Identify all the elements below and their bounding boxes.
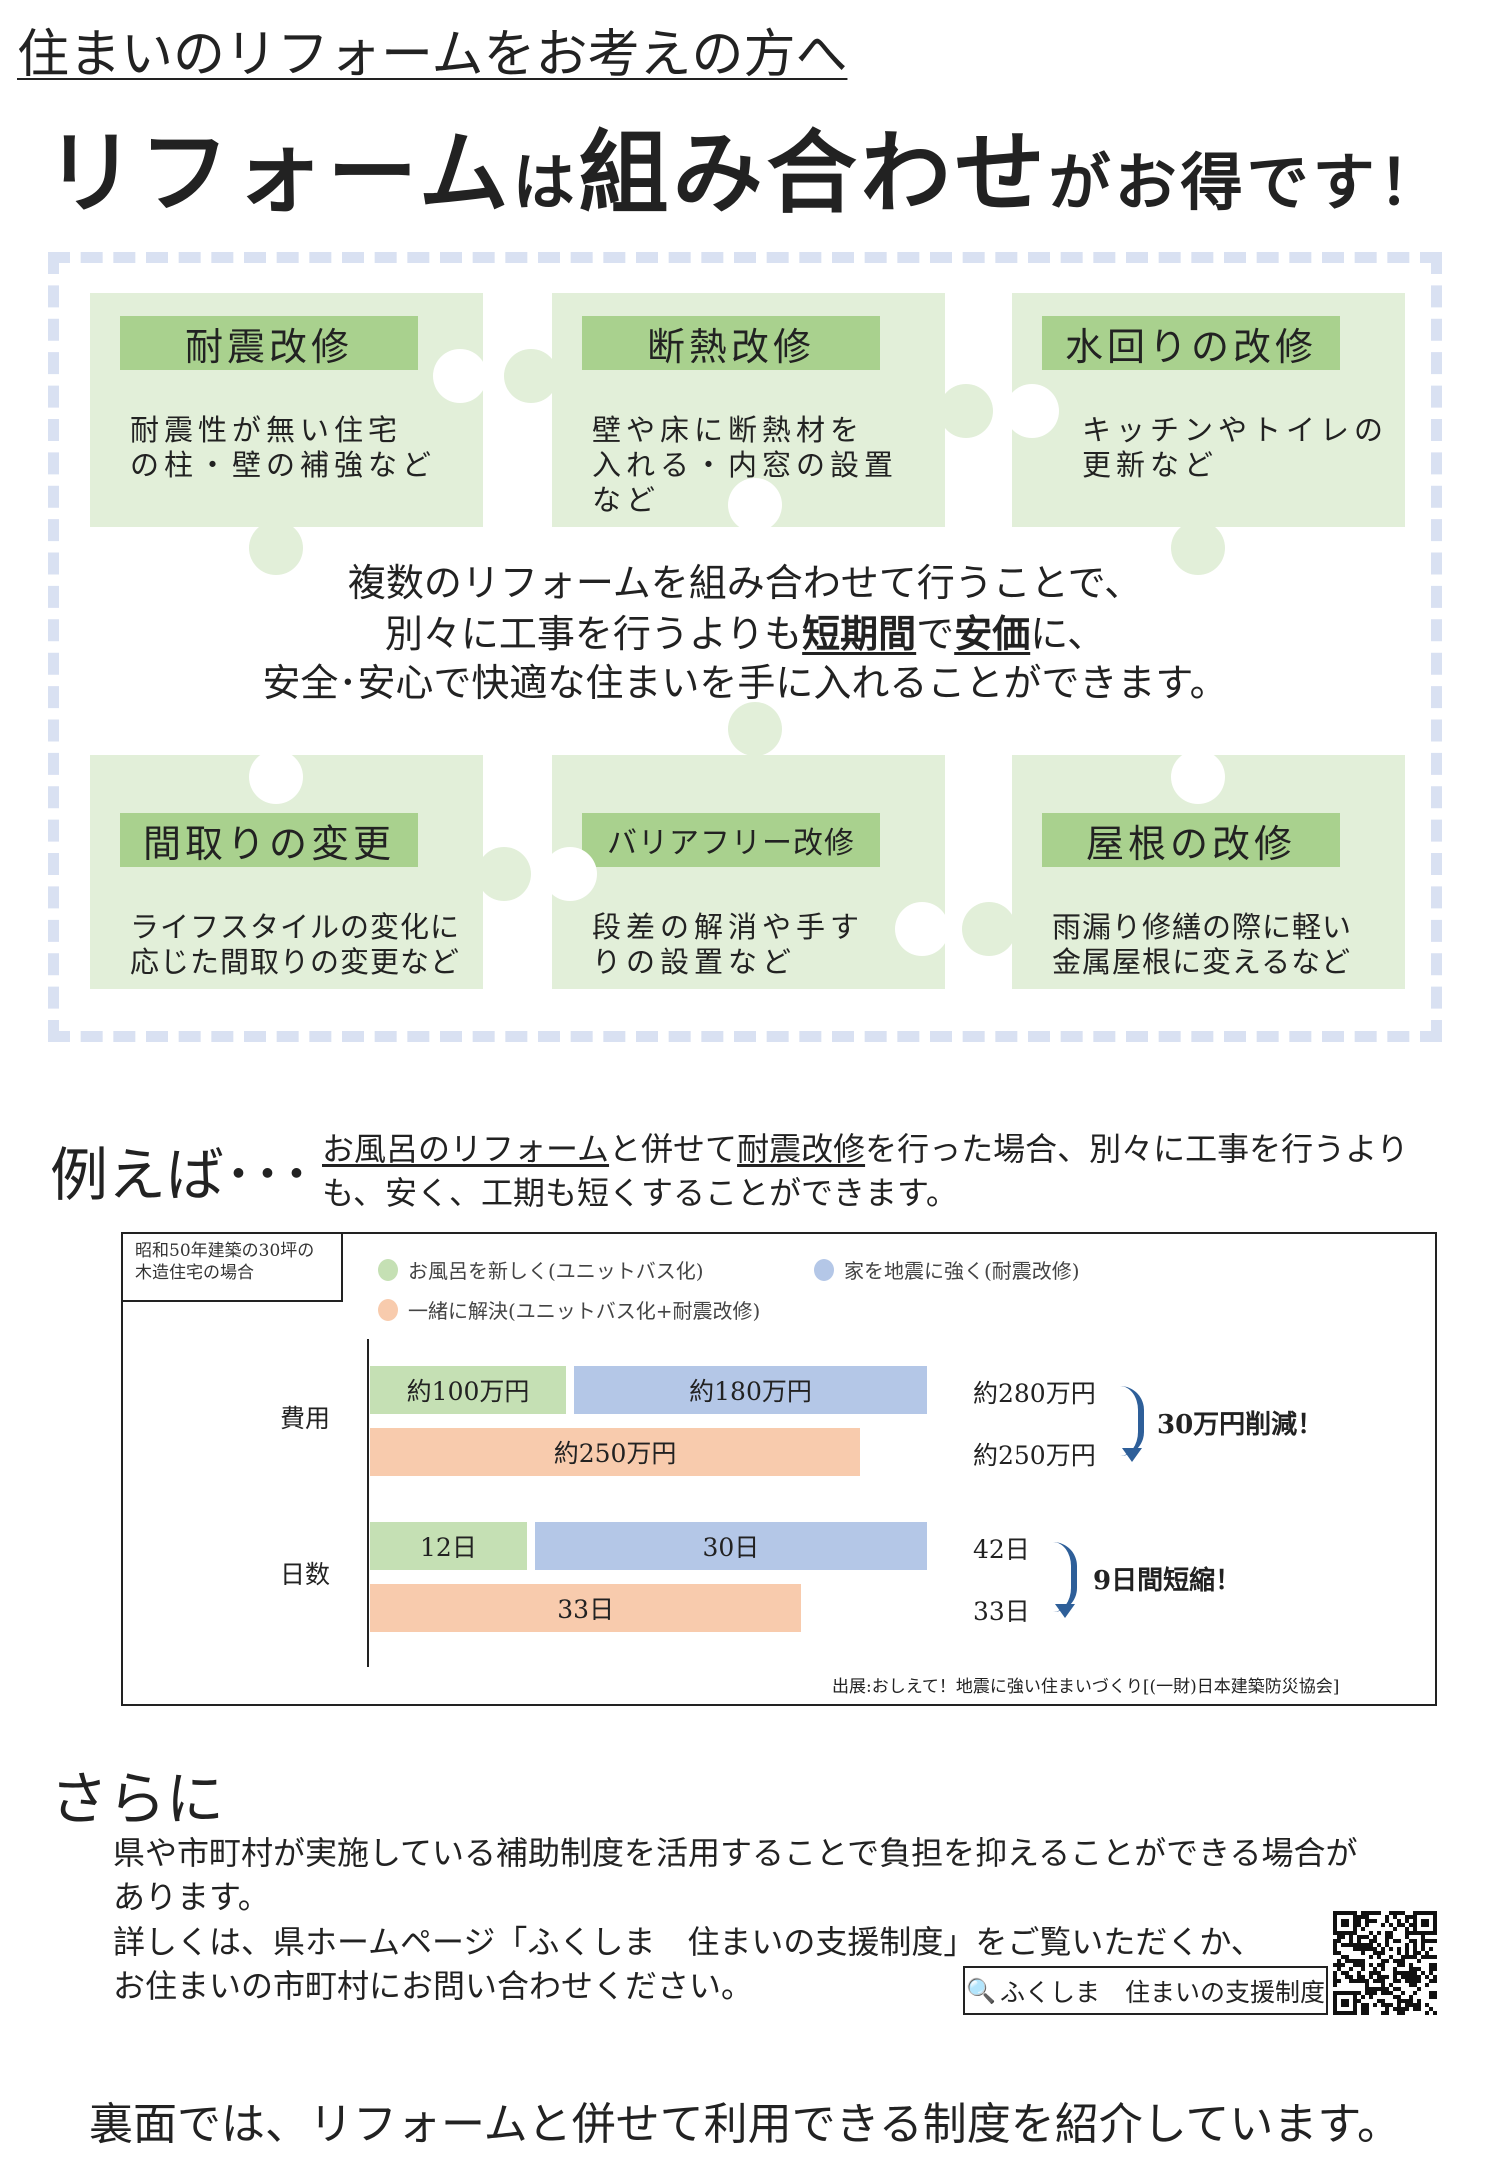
bar-bath: 約100万円 [370,1366,567,1414]
example-line-1: お風呂のリフォームと併せて耐震改修を行った場合、別々に工事を行うより [322,1124,1408,1170]
puzzle-piece: 水回りの改修キッチンやトイレの 更新など [1012,293,1405,527]
piece-label: 屋根の改修 [1042,813,1340,867]
puzzle-knob [728,478,782,532]
piece-description: 雨漏り修繕の際に軽い 金属屋根に変えるなど [1052,910,1353,979]
saving-label: 9日間短縮！ [1093,1566,1242,1596]
puzzle-piece: 耐震改修耐震性が無い住宅 の柱・壁の補強など [90,293,483,527]
legend-label: 一緒に解決(ユニットバス化+耐震改修) [408,1299,761,1323]
piece-label: 間取りの変更 [120,813,418,867]
legend-quake: 家を地震に強く(耐震改修) [814,1255,1080,1284]
puzzle-knob [1171,521,1225,575]
arrow-head-icon [1122,1448,1142,1462]
curved-arrow-icon [1120,1386,1144,1456]
piece-description: 壁や床に断熱材を 入れる・内窓の設置 など [592,413,899,517]
puzzle-knob [433,349,487,403]
more-line-3: 詳しくは、県ホームページ「ふくしま 住まいの支援制度」をご覧いただくか、 [113,1923,1263,1961]
text: を行った場合、別々に工事を行うより [865,1130,1409,1168]
center-line-1: 複数のリフォームを組み合わせて行うことで、 [347,561,1143,605]
center-line-3: 安全･安心で快適な住まいを手に入れることができます。 [262,661,1228,705]
search-keyword: ふくしま 住まいの支援制度 [999,1977,1325,2007]
text: 別々に工事を行うよりも [384,612,803,656]
total-combined-label: 約250万円 [973,1441,1096,1470]
chart-axis [367,1339,369,1667]
piece-label: 水回りの改修 [1042,316,1340,370]
more-line-2: あります。 [113,1878,270,1916]
piece-description: ライフスタイルの変化に 応じた間取りの変更など [130,910,461,979]
puzzle-knob [249,521,303,575]
piece-description: キッチンやトイレの 更新など [1082,413,1389,482]
bar-quake: 約180万円 [574,1366,927,1414]
total-combined-label: 33日 [973,1597,1030,1626]
curved-arrow-icon [1053,1542,1077,1612]
search-icon: 🔍 [966,1976,996,2005]
puzzle-frame [48,252,1442,1042]
title-part: がお得です！ [1048,146,1445,219]
piece-description: 段差の解消や手す りの設置など [592,910,865,979]
puzzle-knob [1171,750,1225,804]
category-label: 費用 [280,1404,331,1433]
arrow-head-icon [1055,1604,1075,1618]
legend-dot [378,1298,398,1321]
qr-code-icon[interactable] [1333,1911,1438,2015]
piece-label: 耐震改修 [120,316,418,370]
bar-quake: 30日 [534,1522,927,1570]
bar-combined: 約250万円 [370,1428,861,1476]
total-separate-label: 42日 [973,1535,1030,1564]
text: と併せて [609,1130,738,1168]
more-line-1: 県や市町村が実施している補助制度を活用することで負担を抑えることができる場合が [113,1834,1358,1872]
puzzle-knob [249,750,303,804]
search-keyword-box: 🔍 ふくしま 住まいの支援制度 [963,1966,1328,2015]
footer-note: 裏面では、リフォームと併せて利用できる制度を紹介しています。 [88,2099,1402,2150]
puzzle-knob [962,902,1016,956]
chart-note: 昭和50年建築の30坪の木造住宅の場合 [121,1232,343,1302]
legend-label: 家を地震に強く(耐震改修) [844,1259,1080,1283]
text: お風呂のリフォーム [322,1130,610,1168]
example-heading: 例えば･･･ [50,1141,312,1209]
title-part: は [512,146,579,219]
emphasis-cheap: 安価 [954,612,1031,656]
piece-label: 断熱改修 [582,316,880,370]
piece-description: 耐震性が無い住宅 の柱・壁の補強など [130,413,437,482]
piece-label: バリアフリー改修 [582,813,880,867]
puzzle-knob [477,847,531,901]
chart-source: 出展:おしえて！地震に強い住まいづくり[(一財)日本建築防災協会] [832,1677,1340,1697]
page-title: リフォームは組み合わせがお得です！ [0,100,1490,230]
more-heading: さらに [50,1765,225,1833]
text: に、 [1030,612,1106,656]
puzzle-knob [939,384,993,438]
text: で [916,612,955,656]
more-line-4: お住まいの市町村にお問い合わせください。 [113,1967,754,2005]
legend-label: お風呂を新しく(ユニットバス化) [408,1259,704,1283]
legend-dot [814,1258,834,1281]
title-part: リフォーム [45,121,513,226]
puzzle-knob [1005,384,1059,438]
title-part: 組み合わせ [578,121,1049,226]
page-subtitle: 住まいのリフォームをお考えの方へ [17,25,848,85]
center-line-2: 別々に工事を行うよりも短期間で安価に、 [0,603,1490,658]
bar-bath: 12日 [370,1522,527,1570]
bar-combined: 33日 [370,1584,802,1632]
puzzle-knob [728,702,782,756]
legend-dot [378,1258,398,1281]
puzzle-knob [895,902,949,956]
total-separate-label: 約280万円 [973,1379,1096,1408]
emphasis-short-period: 短期間 [802,612,917,656]
puzzle-knob [504,349,558,403]
example-line-2: も、安く、工期も短くすることができます。 [322,1174,958,1212]
puzzle-piece: 屋根の改修雨漏り修繕の際に軽い 金属屋根に変えるなど [1012,755,1405,989]
legend-combined: 一緒に解決(ユニットバス化+耐震改修) [378,1295,760,1324]
text: 耐震改修 [737,1130,866,1168]
saving-label: 30万円削減！ [1157,1410,1324,1440]
category-label: 日数 [280,1560,331,1589]
comparison-chart [121,1232,1437,1706]
legend-bath: お風呂を新しく(ユニットバス化) [378,1255,704,1284]
puzzle-knob [543,847,597,901]
puzzle-piece: 間取りの変更ライフスタイルの変化に 応じた間取りの変更など [90,755,483,989]
puzzle-piece: バリアフリー改修段差の解消や手す りの設置など [552,755,945,989]
